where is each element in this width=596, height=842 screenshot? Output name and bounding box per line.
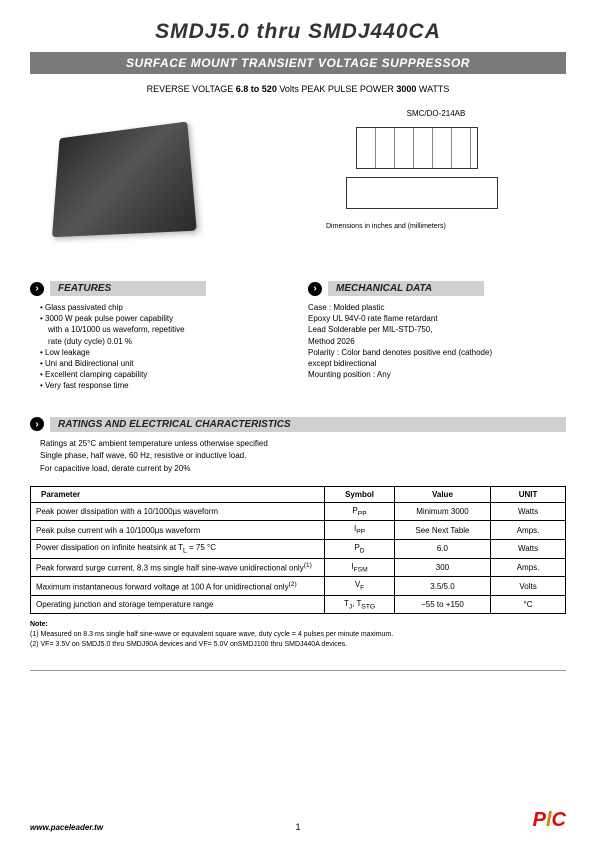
td-value: 3.5/5.0 (394, 577, 490, 596)
footer-divider (30, 670, 566, 671)
td-symbol: TJ, TSTG (325, 595, 395, 614)
mech-line: except bidirectional (308, 358, 566, 369)
package-diagram (326, 122, 526, 217)
specs-power: 3000 (396, 84, 416, 94)
feature-item: Low leakage (40, 347, 288, 358)
feature-item-sub: with a 10/1000 us waveform, repetitive (40, 324, 288, 335)
mechanical-title: MECHANICAL DATA (328, 281, 484, 296)
top-images-row: SMC/DO-214AB Dimensions in inches and (m… (50, 109, 546, 249)
td-parameter: Maximum instantaneous forward voltage at… (31, 577, 325, 596)
td-unit: Amps. (491, 558, 566, 577)
th-symbol: Symbol (325, 486, 395, 502)
td-parameter: Operating junction and storage temperatu… (31, 595, 325, 614)
specs-voltage: 6.8 to 520 (236, 84, 277, 94)
note-1: (1) Measured on 8.3 ms single half sine-… (30, 631, 393, 638)
td-unit: Watts (491, 502, 566, 521)
specs-pre: REVERSE VOLTAGE (147, 84, 236, 94)
mech-line: Polarity : Color band denotes positive e… (308, 347, 566, 358)
footer-url: www.paceleader.tw (30, 823, 103, 832)
td-unit: Volts (491, 577, 566, 596)
td-unit: Watts (491, 540, 566, 559)
page-number: 1 (295, 822, 300, 832)
features-list: Glass passivated chip 3000 W peak pulse … (30, 302, 288, 392)
ratings-intro-line: Ratings at 25°C ambient temperature unle… (40, 438, 566, 451)
arrow-icon (30, 417, 44, 431)
note-title: Note: (30, 621, 48, 628)
td-value: −55 to +150 (394, 595, 490, 614)
package-diagram-area: SMC/DO-214AB Dimensions in inches and (m… (326, 109, 546, 249)
td-symbol: IFSM (325, 558, 395, 577)
td-parameter: Power dissipation on infinite heatsink a… (31, 540, 325, 559)
table-row: Operating junction and storage temperatu… (31, 595, 566, 614)
diagram-caption: Dimensions in inches and (millimeters) (326, 223, 546, 230)
mechanical-list: Case : Molded plastic Epoxy UL 94V-0 rat… (308, 302, 566, 380)
specs-line: REVERSE VOLTAGE 6.8 to 520 Volts PEAK PU… (30, 84, 566, 94)
ratings-intro-line: For capacitive load, derate current by 2… (40, 463, 566, 476)
td-value: Minimum 3000 (394, 502, 490, 521)
notes-section: Note: (1) Measured on 8.3 ms single half… (30, 620, 566, 649)
td-parameter: Peak pulse current wih a 10/1000µs wavef… (31, 521, 325, 540)
td-value: See Next Table (394, 521, 490, 540)
th-parameter: Parameter (31, 486, 325, 502)
features-header: FEATURES (30, 281, 288, 296)
mechanical-header: MECHANICAL DATA (308, 281, 566, 296)
td-symbol: VF (325, 577, 395, 596)
ratings-header: RATINGS AND ELECTRICAL CHARACTERISTICS (30, 417, 566, 432)
mech-line: Case : Molded plastic (308, 302, 566, 313)
features-mechanical-row: FEATURES Glass passivated chip 3000 W pe… (30, 269, 566, 392)
td-symbol: PD (325, 540, 395, 559)
feature-item: Very fast response time (40, 380, 288, 391)
mech-line: Mounting position : Any (308, 369, 566, 380)
td-symbol: IPP (325, 521, 395, 540)
ratings-title: RATINGS AND ELECTRICAL CHARACTERISTICS (50, 417, 566, 432)
td-unit: °C (491, 595, 566, 614)
note-2: (2) VF= 3.5V on SMDJ5.0 thru SMDJ90A dev… (30, 641, 347, 648)
td-value: 6.0 (394, 540, 490, 559)
diagram-side-view (346, 177, 498, 209)
mech-line: Method 2026 (308, 336, 566, 347)
mech-line: Lead Solderable per MIL-STD-750, (308, 324, 566, 335)
feature-item: Uni and Bidirectional unit (40, 358, 288, 369)
chip-image (52, 121, 197, 237)
feature-item: 3000 W peak pulse power capability (40, 313, 288, 324)
mechanical-column: MECHANICAL DATA Case : Molded plastic Ep… (308, 269, 566, 392)
specs-watts-label: WATTS (416, 84, 449, 94)
page-title: SMDJ5.0 thru SMDJ440CA (30, 20, 566, 44)
td-parameter: Peak power dissipation with a 10/1000µs … (31, 502, 325, 521)
td-value: 300 (394, 558, 490, 577)
feature-item-sub: rate (duty cycle) 0.01 % (40, 336, 288, 347)
arrow-icon (308, 282, 322, 296)
feature-item: Glass passivated chip (40, 302, 288, 313)
td-unit: Amps. (491, 521, 566, 540)
features-title: FEATURES (50, 281, 206, 296)
table-row: Power dissipation on infinite heatsink a… (31, 540, 566, 559)
th-unit: UNIT (491, 486, 566, 502)
table-row: Peak pulse current wih a 10/1000µs wavef… (31, 521, 566, 540)
td-parameter: Peak forward surge current, 8.3 ms singl… (31, 558, 325, 577)
company-logo: PlC (533, 809, 566, 832)
td-symbol: PPP (325, 502, 395, 521)
features-column: FEATURES Glass passivated chip 3000 W pe… (30, 269, 288, 392)
subtitle-bar: SURFACE MOUNT TRANSIENT VOLTAGE SUPPRESS… (30, 52, 566, 74)
ratings-intro-line: Single phase, half wave, 60 Hz, resistiv… (40, 450, 566, 463)
arrow-icon (30, 282, 44, 296)
table-row: Maximum instantaneous forward voltage at… (31, 577, 566, 596)
package-label: SMC/DO-214AB (326, 109, 546, 118)
table-row: Peak power dissipation with a 10/1000µs … (31, 502, 566, 521)
mech-line: Epoxy UL 94V-0 rate flame retardant (308, 313, 566, 324)
diagram-top-view (356, 127, 478, 169)
specs-volts-label: Volts PEAK PULSE POWER (277, 84, 397, 94)
table-header-row: Parameter Symbol Value UNIT (31, 486, 566, 502)
page-footer: www.paceleader.tw 1 PlC (0, 809, 596, 832)
chip-image-wrap (50, 109, 190, 249)
parameters-table: Parameter Symbol Value UNIT Peak power d… (30, 486, 566, 615)
ratings-intro: Ratings at 25°C ambient temperature unle… (40, 438, 566, 476)
table-row: Peak forward surge current, 8.3 ms singl… (31, 558, 566, 577)
feature-item: Excellent clamping capability (40, 369, 288, 380)
th-value: Value (394, 486, 490, 502)
